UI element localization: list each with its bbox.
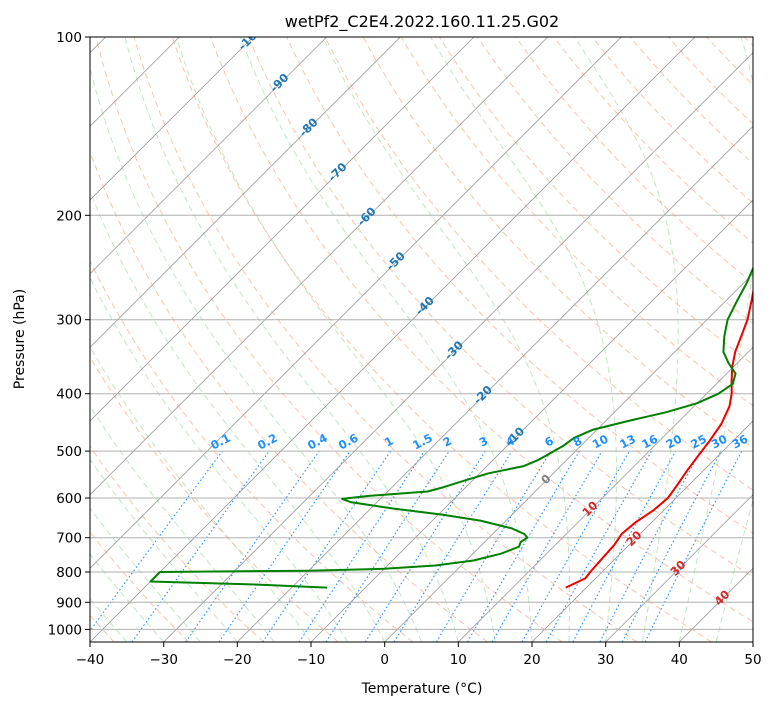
moist-adiabat — [322, 37, 571, 642]
moist-adiabat — [90, 405, 275, 642]
y-tick-label: 100 — [56, 30, 82, 46]
x-tick-label: −10 — [297, 652, 326, 668]
skewed-isotherm — [237, 125, 753, 642]
skewed-isotherms — [90, 37, 753, 642]
dry-adiabats — [90, 37, 753, 642]
dry-adiabat — [133, 37, 638, 642]
mixing-ratio-label: 36 — [730, 432, 751, 452]
y-tick-label: 800 — [56, 565, 82, 581]
y-tick-label: 300 — [56, 313, 82, 329]
moist-adiabat — [90, 189, 386, 642]
moist-adiabat — [124, 37, 459, 642]
y-tick-label: 900 — [56, 595, 82, 611]
skewed-isotherm — [458, 346, 753, 642]
x-tick-label: −30 — [149, 652, 178, 668]
moist-adiabat — [90, 276, 349, 642]
dry-adiabat — [324, 37, 753, 491]
mixing-ratio-line — [435, 450, 552, 642]
skewed-isotherm — [163, 52, 753, 642]
mixing-ratio-line — [491, 450, 603, 642]
mixing-ratio-line — [364, 450, 486, 642]
moist-adiabat — [90, 458, 238, 642]
dry-adiabat — [629, 37, 753, 165]
skewed-isotherm — [90, 37, 401, 348]
dewpoint-line — [149, 265, 753, 589]
dry-adiabat — [90, 445, 264, 642]
skewed-isotherm — [605, 494, 753, 642]
moist-adiabat — [715, 498, 753, 642]
moist-adiabat — [90, 553, 165, 642]
skewed-isotherm — [90, 37, 327, 275]
x-tick-label: −20 — [223, 652, 252, 668]
x-tick-label: 0 — [380, 652, 389, 668]
moist-adiabat — [90, 507, 201, 642]
mixing-ratio-label: 13 — [617, 432, 638, 452]
mixing-ratio-label: 20 — [664, 432, 685, 452]
x-axis: −40 −30 −20 −10 0 10 20 30 40 50 — [76, 642, 762, 668]
dry-adiabat — [95, 37, 563, 642]
mixing-ratio-line — [90, 450, 223, 632]
skewed-isotherm — [90, 37, 622, 569]
plot-frame — [89, 36, 754, 643]
dry-adiabat — [171, 37, 712, 642]
mixing-ratio-label: 25 — [688, 432, 709, 452]
plot-area: 0.1 0.2 0.4 0.6 1 1.5 2 3 4 6 8 10 13 16 20 25 30 36-100-… — [90, 37, 753, 642]
mixing-ratio-line — [393, 450, 513, 642]
mixing-ratio-line — [521, 450, 630, 642]
skewed-isotherm — [384, 273, 753, 642]
skewed-isotherm — [531, 420, 753, 642]
x-tick-label: 30 — [597, 652, 614, 668]
y-tick-label: 500 — [56, 444, 82, 460]
y-tick-label: 1000 — [48, 622, 82, 638]
moist-adiabat — [90, 597, 128, 642]
skewed-isotherm — [90, 37, 254, 201]
dry-adiabat — [515, 37, 753, 284]
moist-adiabat — [430, 37, 617, 642]
mixing-ratio-line — [467, 450, 580, 642]
skewed-isotherm — [310, 199, 753, 642]
y-tick-label: 400 — [56, 387, 82, 403]
mixing-ratio-lines — [90, 450, 743, 642]
dry-adiabat — [210, 37, 753, 623]
dry-adiabat — [248, 37, 753, 578]
skewed-isotherm — [90, 37, 548, 496]
x-tick-label: 50 — [744, 652, 761, 668]
moist-adiabat — [90, 65, 422, 642]
chart-title: wetPf2_C2E4.2022.160.11.25.G02 — [285, 12, 559, 32]
moist-adiabat — [239, 37, 533, 642]
dry-adiabat — [591, 37, 753, 204]
mixing-ratio-line — [572, 450, 677, 642]
y-tick-label: 600 — [56, 491, 82, 507]
dry-adiabat — [477, 37, 753, 325]
y-tick-label: 200 — [56, 208, 82, 224]
y-tick-label: 700 — [56, 531, 82, 547]
moist-adiabat — [574, 37, 679, 642]
moist-adiabat — [678, 37, 753, 642]
mixing-ratio-line — [131, 450, 270, 642]
pressure-gridlines — [90, 37, 753, 630]
mixing-ratio-label: 16 — [639, 432, 660, 452]
temperature-line — [565, 287, 753, 589]
x-tick-label: 10 — [450, 652, 467, 668]
y-axis-title: Pressure (hPa) — [12, 289, 28, 389]
dry-adiabat — [400, 37, 753, 407]
y-axis: 100 200 300 400 500 600 700 800 900 1000 — [48, 30, 90, 638]
skewed-isotherm — [90, 37, 696, 642]
x-tick-label: −40 — [76, 652, 105, 668]
dry-adiabat — [90, 259, 414, 642]
x-axis-title: Temperature (°C) — [361, 681, 483, 697]
skewed-isotherm — [90, 37, 475, 422]
mixing-ratio-line — [325, 450, 450, 642]
mixing-ratio-line — [185, 450, 320, 642]
x-tick-label: 40 — [671, 652, 688, 668]
x-tick-label: 20 — [523, 652, 540, 668]
mixing-ratio-label: 30 — [709, 432, 730, 452]
sounding-series — [149, 265, 753, 589]
mixing-ratio-label: 10 — [590, 432, 611, 452]
mixing-ratio-line — [218, 450, 351, 642]
